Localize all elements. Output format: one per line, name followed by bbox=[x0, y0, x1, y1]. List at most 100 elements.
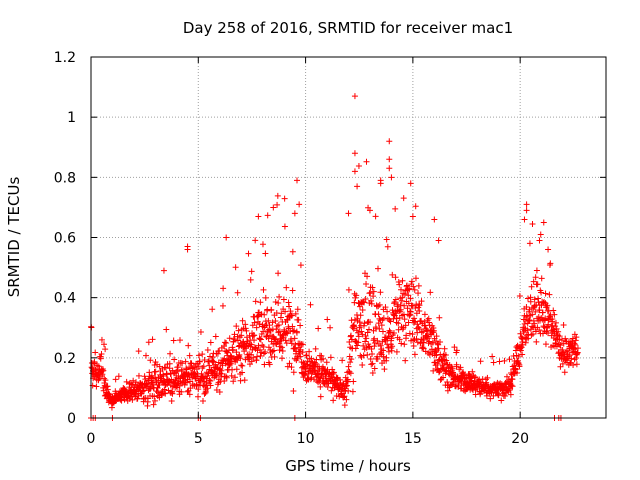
data-point bbox=[372, 213, 379, 220]
data-point bbox=[501, 357, 508, 364]
data-point bbox=[291, 335, 298, 342]
data-point bbox=[573, 355, 580, 361]
data-point bbox=[477, 389, 484, 396]
data-point bbox=[354, 342, 361, 349]
data-point bbox=[291, 345, 298, 352]
data-point bbox=[370, 288, 377, 295]
data-point bbox=[104, 386, 111, 393]
data-point bbox=[362, 338, 369, 345]
data-point bbox=[411, 286, 418, 293]
data-point bbox=[536, 327, 543, 334]
data-point bbox=[528, 332, 535, 339]
data-point bbox=[162, 364, 169, 371]
data-point bbox=[387, 329, 394, 336]
data-point bbox=[506, 386, 513, 393]
data-point bbox=[248, 351, 255, 358]
data-point bbox=[320, 355, 327, 362]
data-point bbox=[189, 365, 196, 372]
data-point bbox=[176, 382, 183, 389]
data-point bbox=[524, 313, 531, 320]
data-point bbox=[183, 379, 190, 386]
data-point bbox=[441, 345, 448, 352]
data-point bbox=[167, 350, 174, 357]
data-point bbox=[330, 397, 337, 404]
data-point bbox=[245, 250, 252, 257]
data-point bbox=[291, 210, 298, 217]
data-point bbox=[359, 362, 366, 369]
data-point bbox=[254, 353, 261, 360]
data-point bbox=[472, 373, 479, 380]
data-point bbox=[271, 353, 278, 360]
data-point bbox=[540, 219, 547, 226]
data-point bbox=[353, 292, 360, 299]
data-point bbox=[230, 378, 237, 385]
data-point bbox=[257, 336, 264, 343]
data-point bbox=[248, 358, 255, 365]
data-point bbox=[434, 360, 441, 367]
data-point bbox=[430, 367, 437, 374]
data-point bbox=[195, 352, 202, 359]
data-point bbox=[262, 294, 269, 301]
data-point bbox=[262, 348, 269, 355]
data-point bbox=[523, 303, 530, 310]
data-point bbox=[403, 282, 410, 289]
data-point bbox=[407, 180, 414, 187]
data-point bbox=[239, 317, 246, 324]
data-point bbox=[253, 324, 260, 331]
data-point bbox=[364, 329, 371, 336]
data-point bbox=[530, 278, 537, 285]
data-point bbox=[234, 357, 241, 364]
data-point bbox=[453, 347, 460, 354]
data-point bbox=[134, 395, 141, 402]
data-point bbox=[223, 374, 230, 381]
data-point bbox=[195, 386, 202, 393]
data-point bbox=[349, 388, 356, 395]
data-point bbox=[255, 213, 262, 220]
data-point bbox=[368, 297, 375, 304]
data-point bbox=[163, 326, 170, 333]
data-point bbox=[269, 319, 276, 326]
data-point bbox=[399, 277, 406, 284]
data-point bbox=[399, 326, 406, 333]
data-point bbox=[402, 357, 409, 364]
data-point bbox=[257, 299, 264, 306]
data-point bbox=[410, 283, 417, 290]
data-point bbox=[407, 295, 414, 302]
data-point bbox=[553, 325, 560, 332]
data-point bbox=[306, 348, 313, 355]
data-point bbox=[102, 377, 109, 384]
data-point bbox=[374, 337, 381, 344]
data-point bbox=[551, 311, 558, 318]
data-point bbox=[284, 317, 291, 324]
data-point bbox=[281, 223, 288, 230]
data-point bbox=[484, 374, 491, 381]
data-point bbox=[182, 358, 189, 365]
x-tick-label: 10 bbox=[297, 431, 315, 447]
data-point bbox=[219, 362, 226, 369]
x-tick-label: 5 bbox=[194, 431, 203, 447]
data-point bbox=[400, 195, 407, 202]
y-tick-labels: 0 0.2 0.4 0.6 0.8 1 1.2 bbox=[54, 50, 76, 427]
data-point bbox=[443, 357, 450, 364]
y-tick-label: 0.2 bbox=[54, 351, 76, 367]
data-point bbox=[522, 339, 529, 346]
data-point bbox=[396, 336, 403, 343]
data-point bbox=[275, 321, 282, 328]
data-point bbox=[171, 356, 178, 363]
data-point bbox=[272, 318, 279, 325]
data-point bbox=[241, 377, 248, 384]
data-point bbox=[98, 350, 105, 357]
data-point bbox=[357, 312, 364, 319]
data-point bbox=[509, 383, 516, 390]
data-point bbox=[151, 393, 158, 400]
data-point bbox=[327, 354, 334, 361]
data-point bbox=[209, 306, 216, 313]
data-point bbox=[135, 372, 142, 379]
data-point bbox=[343, 396, 350, 403]
data-point bbox=[574, 345, 581, 352]
data-point bbox=[231, 374, 238, 381]
data-point bbox=[573, 361, 580, 368]
data-point bbox=[296, 201, 303, 208]
data-point bbox=[524, 327, 531, 334]
data-point bbox=[426, 319, 433, 326]
